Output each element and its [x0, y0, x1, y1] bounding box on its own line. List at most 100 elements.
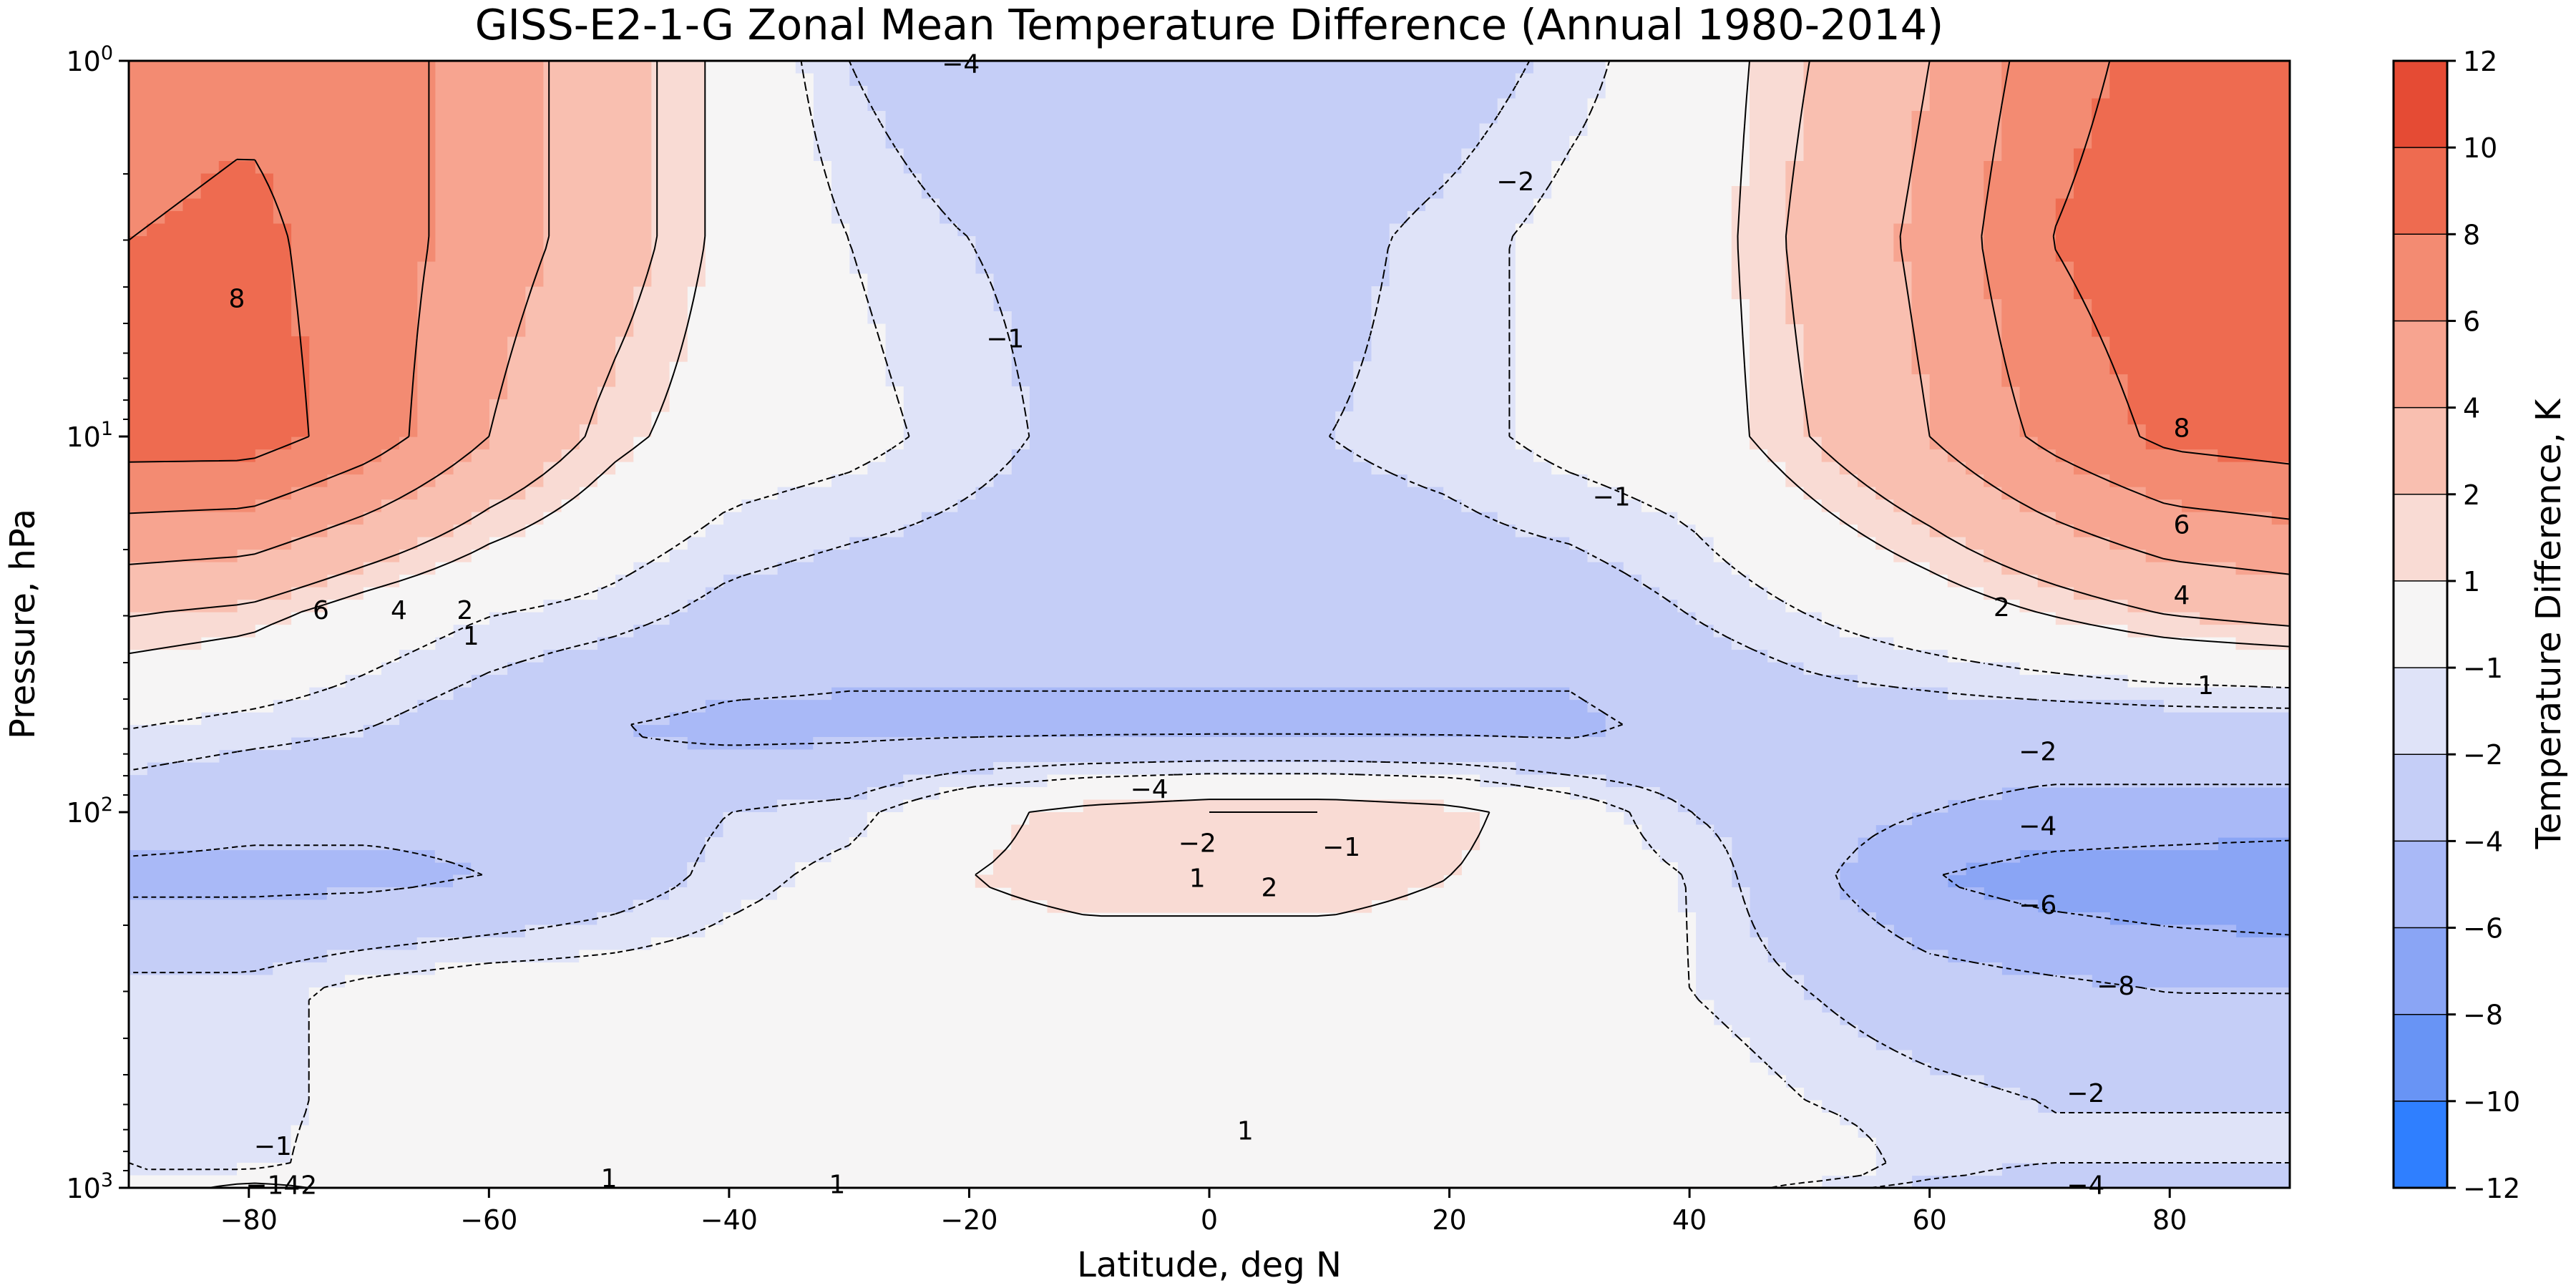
- colorbar-band: [2394, 321, 2447, 409]
- contour-field: [129, 61, 2290, 1188]
- colorbar-tick-label: 2: [2463, 479, 2480, 511]
- contour-line: [1942, 839, 2290, 936]
- contour-label: −4: [2019, 812, 2057, 841]
- contour-label: −1: [986, 325, 1024, 354]
- y-tick-exponent: 3: [101, 1169, 113, 1191]
- contour-label: −2: [2019, 737, 2057, 766]
- contour-label: 1: [1189, 864, 1206, 893]
- colorbar-frame: [2392, 59, 2449, 1189]
- contour-line: [129, 61, 2290, 465]
- contour-band: [129, 61, 2290, 525]
- y-tick-label: 101: [66, 418, 113, 453]
- colorbar-band: [2394, 580, 2447, 668]
- colorbar-band: [2394, 61, 2447, 148]
- colorbar-tick-label: −12: [2463, 1173, 2520, 1204]
- x-axis: −80 −60 −40 −20 0 20 40 60 80: [220, 1188, 2187, 1236]
- contour-label: 8: [229, 285, 245, 314]
- colorbar-tick-label: −6: [2463, 913, 2503, 945]
- contour-lines: [129, 61, 2290, 1188]
- colorbar-tick-label: 4: [2463, 393, 2480, 424]
- contour-line: [129, 61, 2290, 575]
- colorbar-band: [2394, 494, 2447, 582]
- y-tick-base: 10: [66, 1173, 100, 1204]
- contour-label: 8: [2174, 414, 2190, 443]
- colorbar-tick-label: 1: [2463, 566, 2480, 597]
- contour-label: −4: [2067, 1171, 2104, 1201]
- contour-line: [129, 690, 2290, 995]
- contour-label: −14: [245, 1171, 300, 1201]
- x-tick-label: 60: [1912, 1204, 1946, 1236]
- colorbar-tick-label: −8: [2463, 1000, 2503, 1031]
- contour-label: 1: [829, 1170, 845, 1199]
- x-tick-label: −80: [220, 1204, 278, 1236]
- contour-label: 2: [301, 1171, 317, 1201]
- contour-label: −2: [2067, 1079, 2104, 1108]
- y-tick-base: 10: [66, 797, 100, 829]
- colorbar-band: [2394, 234, 2447, 321]
- colorbar-band: [2394, 147, 2447, 235]
- colorbar-tick-label: −4: [2463, 826, 2503, 857]
- contour-line: [129, 61, 2290, 1188]
- chart-title: GISS-E2-1-G Zonal Mean Temperature Diffe…: [475, 0, 1943, 49]
- y-tick-base: 10: [66, 46, 100, 77]
- contour-label: −4: [942, 50, 980, 79]
- contour-band: [129, 61, 2290, 1188]
- y-tick-label: 103: [66, 1169, 113, 1204]
- contour-label: 1: [2197, 671, 2214, 701]
- contour-label: −4: [1131, 775, 1169, 804]
- x-tick-label: −40: [701, 1204, 758, 1236]
- colorbar-tick-label: 10: [2463, 132, 2497, 164]
- contour-label: −1: [254, 1132, 292, 1161]
- x-axis-label: Latitude, deg N: [1077, 1245, 1342, 1285]
- colorbar-band: [2394, 927, 2447, 1015]
- contour-label: 4: [391, 596, 407, 625]
- y-tick-label: 102: [66, 794, 113, 829]
- contour-label: −2: [1179, 829, 1216, 859]
- contour-band: [129, 61, 2290, 625]
- y-axis-label: Pressure, hPa: [3, 509, 43, 739]
- contour-label: −8: [2097, 972, 2135, 1001]
- x-tick-label: −60: [460, 1204, 517, 1236]
- colorbar-tick-label: −1: [2463, 653, 2503, 684]
- x-tick-label: 20: [1432, 1204, 1466, 1236]
- contour-label: 6: [313, 596, 329, 625]
- contour-band: [1947, 837, 2290, 938]
- contour-label: 4: [2174, 581, 2190, 610]
- colorbar-tick-label: 8: [2463, 219, 2480, 250]
- x-tick-label: 0: [1201, 1204, 1218, 1236]
- y-tick-exponent: 0: [101, 42, 113, 64]
- contour-line: [129, 61, 2290, 1188]
- colorbar-band: [2394, 1014, 2447, 1102]
- colorbar-band: [2394, 841, 2447, 929]
- contour-label: −1: [1593, 483, 1631, 512]
- contour-label: 6: [2174, 511, 2190, 540]
- colorbar-tick-label: 6: [2463, 306, 2480, 337]
- y-tick-label: 100: [66, 42, 113, 77]
- contour-label: −1: [1322, 833, 1360, 862]
- contour-line: [129, 61, 2290, 813]
- contour-label: 1: [1237, 1116, 1254, 1146]
- contour-label: 1: [463, 622, 479, 651]
- colorbar-tick-label: −2: [2463, 739, 2503, 771]
- contour-band: [129, 61, 2290, 575]
- contour-label: 2: [457, 596, 473, 625]
- y-tick-exponent: 2: [101, 794, 113, 816]
- contour-label: −6: [2019, 891, 2057, 920]
- colorbar-band: [2394, 668, 2447, 755]
- x-tick-label: 40: [1672, 1204, 1707, 1236]
- contour-label: 1: [601, 1164, 618, 1194]
- x-tick-label: 80: [2152, 1204, 2187, 1236]
- contour-line: [129, 61, 2290, 520]
- colorbar-band: [2394, 754, 2447, 841]
- contour-band: [129, 61, 2290, 913]
- contour-label: 2: [1994, 593, 2010, 623]
- contour-label: 2: [1261, 874, 1277, 903]
- colorbar-band: [2394, 407, 2447, 495]
- colorbar-tick-label: −10: [2463, 1086, 2520, 1118]
- y-tick-exponent: 1: [101, 418, 113, 440]
- y-tick-base: 10: [66, 421, 100, 453]
- contour-label: −2: [1496, 167, 1534, 197]
- colorbar-label: Temperature Difference, K: [2529, 398, 2569, 849]
